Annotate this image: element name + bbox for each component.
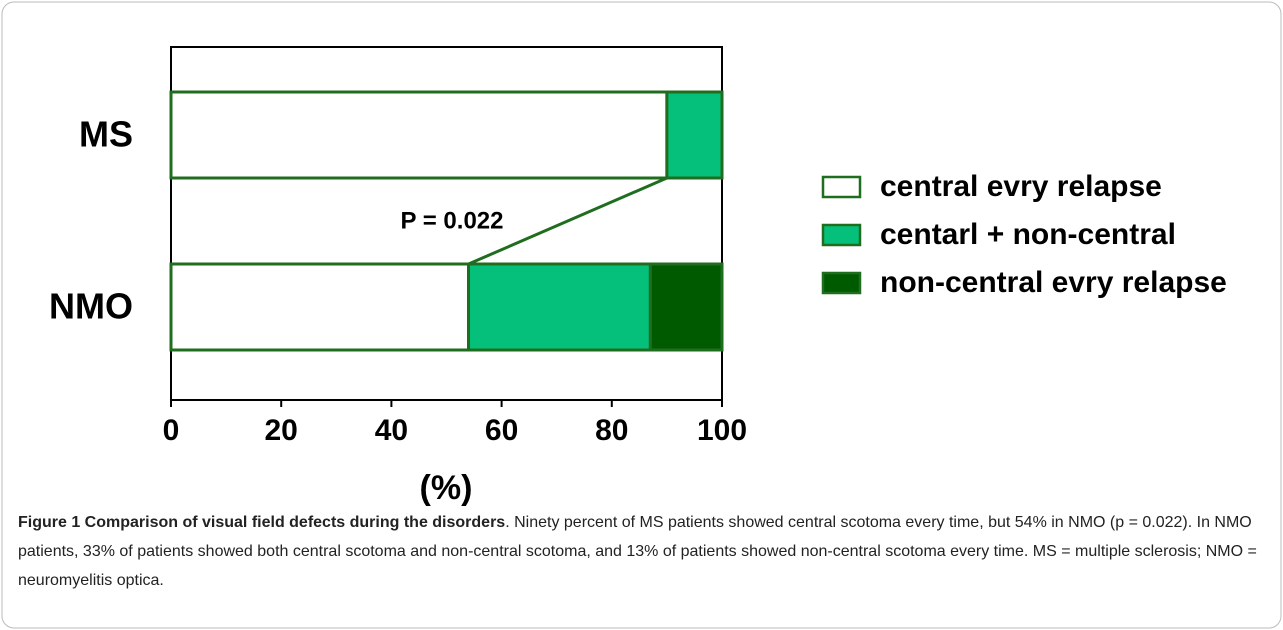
x-tick-label: 0 bbox=[163, 414, 180, 447]
legend-label: central evry relapse bbox=[880, 170, 1162, 203]
x-axis-label: (%) bbox=[420, 469, 473, 507]
bar-segment bbox=[467, 262, 652, 352]
bar-segment bbox=[169, 262, 471, 352]
bar-segment bbox=[169, 90, 669, 180]
x-tick-label: 20 bbox=[265, 414, 298, 447]
y-tick-label: NMO bbox=[49, 286, 133, 327]
annotation-line bbox=[467, 176, 668, 266]
legend-swatch bbox=[821, 271, 862, 295]
x-tick-label: 60 bbox=[485, 414, 518, 447]
x-tick-label: 100 bbox=[697, 414, 747, 447]
x-tick-label: 40 bbox=[375, 414, 408, 447]
x-tick-label: 80 bbox=[595, 414, 628, 447]
legend-label: centarl + non-central bbox=[880, 218, 1176, 251]
legend-swatch bbox=[821, 175, 862, 199]
y-tick-label: MS bbox=[79, 114, 133, 155]
bar-segment bbox=[648, 262, 724, 352]
legend-label: non-central evry relapse bbox=[880, 266, 1227, 299]
legend-swatch bbox=[821, 223, 862, 247]
plot-frame bbox=[170, 46, 723, 401]
caption-label: Figure 1 Comparison of visual field defe… bbox=[18, 514, 506, 531]
caption-text: . Ninety percent of MS patients showed c… bbox=[18, 514, 1257, 589]
bar-segment bbox=[665, 90, 724, 180]
caption: Figure 1 Comparison of visual field defe… bbox=[18, 508, 1268, 595]
annotation: P = 0.022 bbox=[401, 207, 504, 234]
